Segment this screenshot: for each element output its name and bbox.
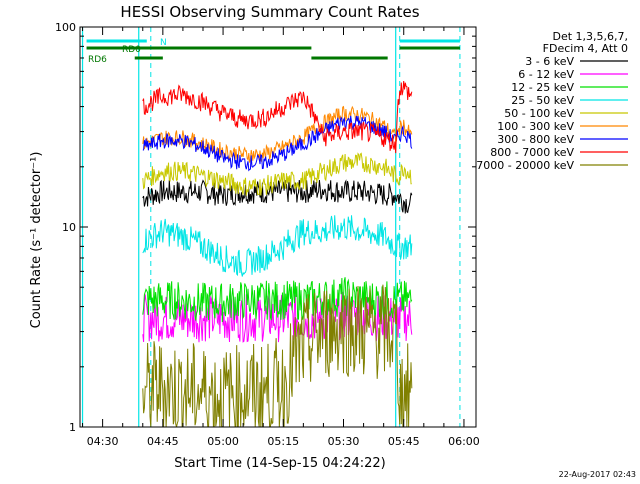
y-tick-label-2: 100	[55, 21, 76, 34]
x-tick-label-3: 05:15	[267, 435, 299, 448]
legend-label-2: 12 - 25 keV	[511, 81, 574, 94]
status-label-rd0: RD0	[122, 45, 141, 55]
x-tick-label-6: 06:00	[448, 435, 480, 448]
legend-label-7: 800 - 7000 keV	[490, 146, 574, 159]
status-label-n: N	[160, 38, 167, 48]
series-line-2	[142, 277, 413, 323]
legend-label-4: 50 - 100 keV	[504, 107, 574, 120]
legend-header-line-2: FDecim 4, Att 0	[543, 42, 628, 55]
series-line-7	[142, 81, 413, 154]
plot-layer: N RD0 RD6 1 10 100 04:30 04:45 05:00 05:15 05:30 05…	[55, 21, 480, 448]
legend-label-0: 3 - 6 keV	[525, 55, 574, 68]
legend-label-1: 6 - 12 keV	[518, 68, 574, 81]
y-axis-label: Count Rate (s⁻¹ detector⁻¹)	[29, 152, 44, 329]
x-tick-label-4: 05:30	[328, 435, 360, 448]
x-tick-label-0: 04:30	[87, 435, 119, 448]
y-tick-label-1: 10	[62, 221, 76, 234]
y-tick-label-0: 1	[69, 421, 76, 434]
x-tick-label-2: 05:00	[207, 435, 239, 448]
status-label-rd6: RD6	[88, 55, 107, 65]
series-line-6	[142, 115, 413, 172]
legend-label-5: 100 - 300 keV	[497, 120, 574, 133]
x-axis-label: Start Time (14-Sep-15 04:24:22)	[174, 456, 385, 471]
series-line-3	[142, 215, 413, 277]
legend-header-line-1: Det 1,3,5,6,7,	[552, 30, 628, 43]
legend-label-6: 300 - 800 keV	[497, 133, 574, 146]
series-line-8	[142, 284, 413, 428]
x-tick-label-5: 05:45	[388, 435, 420, 448]
series-line-0	[142, 179, 413, 214]
x-tick-label-1: 04:45	[147, 435, 179, 448]
footer-date: 22-Aug-2017 02:43	[559, 470, 636, 479]
series-line-4	[142, 152, 412, 196]
legend-label-8: 7000 - 20000 keV	[476, 159, 574, 172]
chart-title: HESSI Observing Summary Count Rates	[120, 3, 419, 21]
legend-label-3: 25 - 50 keV	[511, 94, 574, 107]
